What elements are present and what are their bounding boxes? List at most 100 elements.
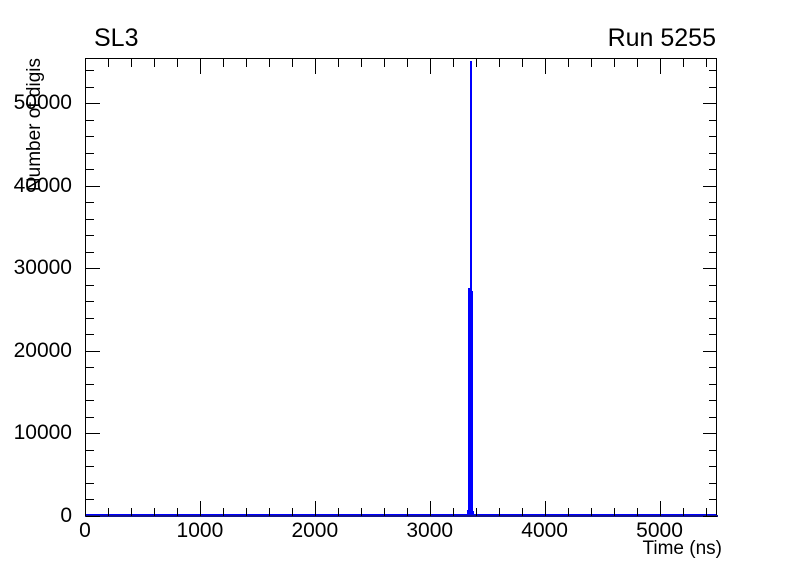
y-tick (86, 251, 94, 253)
x-tick (521, 508, 523, 516)
y-tick-right (709, 367, 717, 369)
x-tick-top (291, 59, 293, 67)
x-tick-top (498, 59, 500, 67)
x-tick-top (544, 59, 546, 74)
y-tick-right (703, 185, 717, 187)
y-tick (86, 499, 94, 501)
x-tick (613, 508, 615, 516)
x-tick (85, 501, 86, 516)
y-tick (86, 86, 94, 88)
histogram-baseline (86, 514, 716, 515)
x-tick (360, 508, 362, 516)
y-tick-right (709, 70, 717, 72)
x-tick-top (567, 59, 569, 67)
y-tick-right (709, 449, 717, 451)
y-tick (86, 268, 100, 270)
y-tick-right (709, 119, 717, 121)
x-tick (130, 508, 132, 516)
x-tick-top (475, 59, 477, 67)
x-tick (429, 501, 431, 516)
y-tick-right (709, 499, 717, 501)
y-tick (86, 466, 94, 468)
x-tick (636, 508, 638, 516)
x-tick (268, 508, 270, 516)
x-tick-top (337, 59, 339, 67)
x-tick (475, 508, 477, 516)
x-tick (590, 508, 592, 516)
y-tick-right (709, 86, 717, 88)
x-tick (291, 508, 293, 516)
y-tick (86, 383, 94, 385)
histogram-bar (469, 288, 471, 515)
x-tick (107, 508, 109, 516)
plot-area (86, 59, 716, 515)
y-tick (86, 284, 94, 286)
histogram-bar (468, 288, 470, 515)
x-axis-line (85, 515, 718, 517)
x-tick-top (429, 59, 431, 74)
x-tick (314, 501, 316, 516)
y-axis-title: Number of digis (4, 58, 45, 218)
y-tick (86, 301, 94, 303)
y-tick-right (709, 284, 717, 286)
y-tick-right (709, 136, 717, 138)
y-tick-label: 20000 (13, 338, 72, 362)
y-tick (86, 119, 94, 121)
y-tick (86, 218, 94, 220)
x-tick-top (245, 59, 247, 67)
x-tick (245, 508, 247, 516)
x-tick-top (85, 59, 86, 74)
y-tick-right (709, 301, 717, 303)
y-tick-right (709, 218, 717, 220)
x-tick (337, 508, 339, 516)
y-tick-label: 0 (60, 504, 72, 527)
y-tick-right (709, 152, 717, 154)
x-tick-top (659, 59, 661, 74)
y-tick (86, 367, 94, 369)
x-tick-top (268, 59, 270, 67)
x-tick-top (682, 59, 684, 67)
x-tick (199, 501, 201, 516)
x-tick (682, 508, 684, 516)
y-tick-label: 10000 (13, 421, 72, 445)
x-tick-top (360, 59, 362, 67)
x-tick (705, 508, 707, 516)
x-tick-top (590, 59, 592, 67)
x-tick-label: 0 (79, 519, 91, 542)
y-tick (86, 152, 94, 154)
x-tick (406, 508, 408, 516)
y-axis-title-text: Number of digis (24, 58, 45, 192)
y-tick (86, 350, 100, 352)
x-tick (659, 501, 661, 516)
x-tick-label: 4000 (521, 519, 568, 542)
y-tick-right (709, 202, 717, 204)
y-tick (86, 202, 94, 204)
x-tick (383, 508, 385, 516)
y-tick-right (703, 516, 717, 517)
x-tick-top (130, 59, 132, 67)
y-tick (86, 482, 94, 484)
x-tick-label: 3000 (406, 519, 454, 542)
x-tick-top (383, 59, 385, 67)
y-tick (86, 235, 94, 237)
y-tick-right (703, 350, 717, 352)
y-tick-right (703, 103, 717, 105)
y-tick-label: 50000 (13, 91, 72, 115)
y-tick (86, 70, 94, 72)
y-tick-right (709, 251, 717, 253)
x-tick-label: 5000 (636, 519, 683, 542)
histogram-bar (472, 510, 475, 515)
x-tick-label: 1000 (176, 519, 224, 542)
y-tick-right (709, 317, 717, 319)
y-tick (86, 103, 100, 105)
page-title: SL3 (94, 24, 139, 52)
y-tick-right (709, 169, 717, 171)
y-tick (86, 449, 94, 451)
y-tick-right (709, 466, 717, 468)
x-tick (544, 501, 546, 516)
plot-frame (85, 58, 717, 516)
x-tick-top (636, 59, 638, 67)
y-tick-right (709, 235, 717, 237)
y-tick (86, 169, 94, 171)
